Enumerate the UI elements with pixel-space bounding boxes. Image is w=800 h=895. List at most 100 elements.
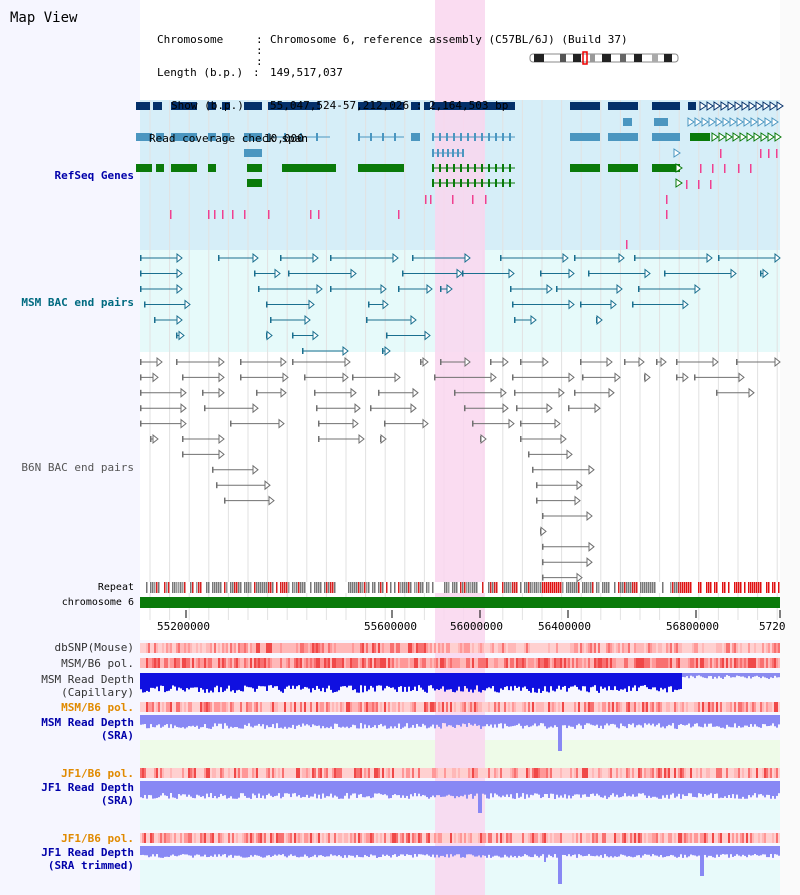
msm-cap-depth-bar xyxy=(634,673,636,686)
track-label-b6n-bac[interactable]: B6N BAC end pairs xyxy=(21,461,134,474)
msm-pol-cell xyxy=(646,658,648,668)
jf1-pol2-cell xyxy=(542,833,544,843)
msm-sra-depth-bar xyxy=(608,715,610,726)
msm-pol2-cell xyxy=(334,702,336,712)
track-label-msm-b6-pol-2: MSM/B6 pol. xyxy=(61,701,134,714)
bac-end-left xyxy=(454,389,456,396)
msm-cap-depth-bar xyxy=(436,673,438,690)
jf1-pol2-cell xyxy=(354,833,356,843)
repeat-element xyxy=(426,582,428,593)
jf1-sra-depth-bar xyxy=(702,781,704,797)
bac-end-right xyxy=(312,252,319,264)
msm-pol2-cell xyxy=(202,702,204,712)
bac-end-left xyxy=(434,374,436,381)
msm-pol-cell xyxy=(616,658,618,668)
msm-pol-cell xyxy=(492,658,494,668)
jf1-pol2-cell xyxy=(370,833,372,843)
msm-cap-depth-bar xyxy=(476,673,478,686)
jf1-sra-depth-bar xyxy=(158,781,160,798)
jf1-pol2-cell xyxy=(562,833,564,843)
dbsnp-cell xyxy=(640,643,642,653)
msm-cap-depth-bar xyxy=(294,673,296,689)
msm-cap-depth-bar xyxy=(744,673,746,678)
jf1-sra-depth-bar xyxy=(286,781,288,794)
msm-sra-depth-bar xyxy=(496,715,498,728)
msm-pol2-cell xyxy=(700,702,702,712)
msm-sra-depth-bar xyxy=(226,715,228,726)
msm-cap-depth-bar xyxy=(278,673,280,690)
dbsnp-cell xyxy=(374,643,376,653)
repeat-element xyxy=(230,582,232,593)
dbsnp-cell xyxy=(232,643,234,653)
gene-strand-arrow xyxy=(755,101,763,111)
msm-pol2-cell xyxy=(298,702,300,712)
msm-sra-depth-bar xyxy=(164,715,166,726)
track-label-msm-bac[interactable]: MSM BAC end pairs xyxy=(21,296,134,309)
jf1-pol-cell xyxy=(776,768,778,778)
jf1-sra-depth-bar xyxy=(514,781,516,799)
dbsnp-cell xyxy=(484,643,486,653)
msm-cap-depth-bar xyxy=(484,673,486,691)
repeat-element xyxy=(152,582,154,593)
msm-sra-depth-bar xyxy=(168,715,170,728)
jf1-sra-depth-bar xyxy=(416,781,418,797)
msm-sra-depth-bar xyxy=(382,715,384,727)
jf1-sra-depth-bar xyxy=(294,781,296,794)
jf1-sra-depth-bar xyxy=(774,781,776,799)
msm-pol-cell xyxy=(368,658,370,668)
bac-end-right xyxy=(280,356,287,368)
msm-pol-cell xyxy=(750,658,752,668)
repeat-element xyxy=(372,582,374,593)
jf1-sra-depth-bar xyxy=(168,781,170,799)
bac-end-left xyxy=(318,420,320,427)
dbsnp-cell xyxy=(546,643,548,653)
bac-end-left xyxy=(736,359,738,365)
jf1-pol2-cell xyxy=(520,833,522,843)
dbsnp-cell xyxy=(436,643,438,653)
msm-sra-depth-bar xyxy=(204,715,206,725)
jf1-trim-depth-bar xyxy=(532,846,534,858)
jf1-sra-depth-bar xyxy=(486,781,488,799)
info-key-length: Length (b.p.) xyxy=(157,66,244,79)
jf1-sra-depth-bar xyxy=(374,781,376,794)
msm-pol2-cell xyxy=(752,702,754,712)
msm-pol2-cell xyxy=(344,702,346,712)
jf1-pol2-cell xyxy=(704,833,706,843)
jf1-pol2-cell xyxy=(386,833,388,843)
track-label-refseq[interactable]: RefSeq Genes xyxy=(54,169,134,182)
msm-cap-depth-bar xyxy=(400,673,402,687)
jf1-trim-depth-bar xyxy=(300,846,302,857)
jf1-trim-depth-bar xyxy=(474,846,476,857)
msm-pol-cell xyxy=(474,658,476,668)
msm-pol2-cell xyxy=(394,702,396,712)
msm-pol-cell xyxy=(190,658,192,668)
dbsnp-cell xyxy=(476,643,478,653)
msm-pol2-cell xyxy=(180,702,182,712)
repeat-element xyxy=(304,582,306,593)
bac-end-left xyxy=(204,405,206,412)
dbsnp-cell xyxy=(706,643,708,653)
jf1-pol2-cell xyxy=(338,833,340,843)
msm-pol-cell xyxy=(418,658,420,668)
jf1-pol2-cell xyxy=(584,833,586,843)
predicted-gene-tick xyxy=(750,164,752,173)
msm-pol2-cell xyxy=(672,702,674,712)
dbsnp-cell xyxy=(412,643,414,653)
jf1-sra-depth-bar xyxy=(210,781,212,794)
jf1-trim-depth-bar xyxy=(256,846,258,856)
dbsnp-cell xyxy=(568,643,570,653)
msm-cap-depth-bar xyxy=(328,673,330,686)
msm-cap-depth-bar xyxy=(754,673,756,677)
page-title: Map View xyxy=(10,10,78,26)
msm-cap-depth-bar xyxy=(236,673,238,691)
msm-sra-depth-bar xyxy=(188,715,190,726)
jf1-sra-depth-bar xyxy=(678,781,680,794)
gene-exon xyxy=(502,179,504,187)
gene-exon xyxy=(481,133,483,141)
jf1-sra-depth-bar xyxy=(394,781,396,795)
bac-end-left xyxy=(514,317,516,323)
jf1-pol2-cell xyxy=(548,833,550,843)
jf1-trim-depth-bar xyxy=(376,846,378,858)
msm-pol2-cell xyxy=(778,702,780,712)
